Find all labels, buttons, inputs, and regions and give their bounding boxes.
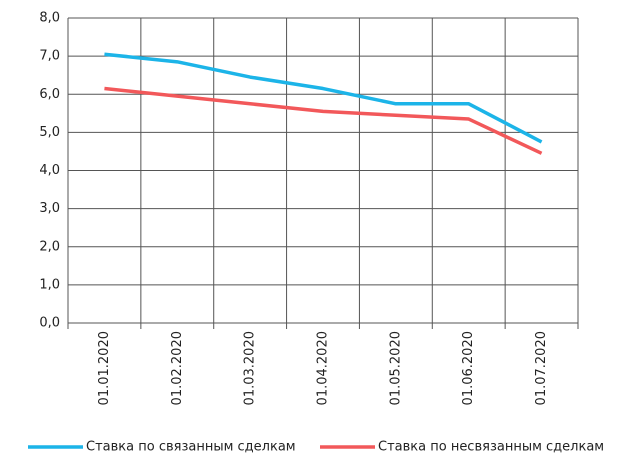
- y-tick-label: 7,0: [39, 49, 60, 64]
- x-tick-label: 01.01.2020: [97, 331, 112, 405]
- y-tick-label: 5,0: [39, 125, 60, 140]
- y-tick-label: 3,0: [39, 201, 60, 216]
- y-tick-label: 1,0: [39, 277, 60, 292]
- y-tick-label: 8,0: [39, 11, 60, 26]
- line-series: [104, 86, 543, 155]
- x-tick-label: 01.05.2020: [388, 331, 403, 405]
- legend-label: Ставка по несвязанным сделкам: [378, 440, 604, 455]
- y-tick-label: 4,0: [39, 163, 60, 178]
- x-tick-label: 01.07.2020: [534, 331, 549, 405]
- legend-label: Ставка по связанным сделкам: [86, 440, 296, 455]
- line-series: [104, 52, 543, 144]
- x-tick-label: 01.06.2020: [461, 331, 476, 405]
- y-tick-label: 0,0: [39, 316, 60, 331]
- y-tick-label: 6,0: [39, 87, 60, 102]
- x-tick-label: 01.02.2020: [170, 331, 185, 405]
- x-tick-label: 01.04.2020: [316, 331, 331, 405]
- y-tick-label: 2,0: [39, 239, 60, 254]
- x-tick-label: 01.03.2020: [243, 331, 258, 405]
